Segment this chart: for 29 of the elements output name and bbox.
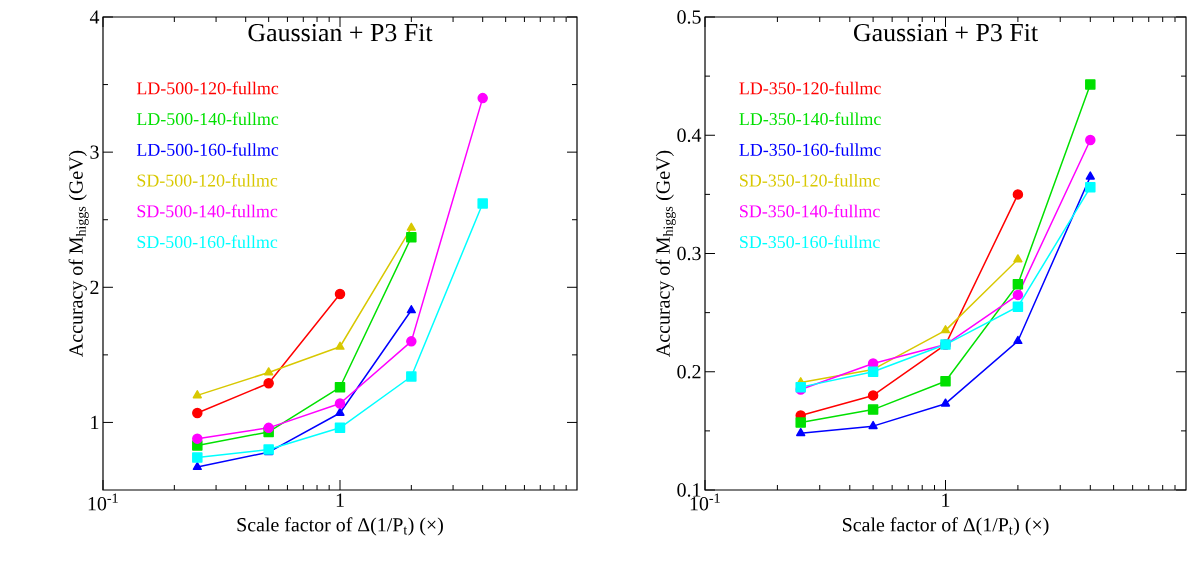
y-axis-title: Accuracy of M$_{higgs}$ (GeV) bbox=[68, 150, 89, 357]
text: SD-500-160-fullmc bbox=[137, 235, 278, 249]
y-tick-label: 3 bbox=[90, 145, 99, 159]
x-tick-label: 10$^{-1}$ bbox=[88, 493, 118, 511]
y-tick-label: 0.2 bbox=[677, 364, 701, 379]
text: LD-350-140-fullmc bbox=[739, 112, 881, 126]
y-tick-label: 2 bbox=[90, 280, 99, 294]
text: SD-350-120-fullmc bbox=[740, 173, 880, 187]
text: SD-350-160-fullmc bbox=[740, 235, 880, 249]
text: LD-350-120-fullmc bbox=[739, 81, 881, 95]
text: LD-350-160-fullmc bbox=[739, 143, 881, 156]
text: LD-500-160-fullmc bbox=[136, 143, 279, 156]
text: SD-350-140-fullmc bbox=[740, 204, 880, 218]
x-tick-label: 1 bbox=[336, 493, 344, 507]
text: LD-500-140-fullmc bbox=[136, 112, 279, 126]
x-axis-title: Scale factor of Δ(1/P$_{t}$) (×) bbox=[843, 517, 1049, 536]
text: SD-500-120-fullmc bbox=[137, 173, 278, 187]
y-tick-label: 0.4 bbox=[677, 128, 702, 143]
text: SD-500-140-fullmc bbox=[137, 204, 278, 218]
text: LD-500-120-fullmc bbox=[136, 81, 279, 95]
y-tick-label: 0.5 bbox=[677, 10, 701, 24]
chart-title: Gaussian + P3 Fit bbox=[853, 23, 1038, 42]
x-tick-label: 1 bbox=[942, 493, 950, 507]
y-axis-title: Accuracy of M$_{higgs}$ (GeV) bbox=[655, 150, 676, 357]
y-tick-label: 0.3 bbox=[677, 246, 701, 261]
y-tick-label: 1 bbox=[91, 415, 99, 430]
y-tick-label: 4 bbox=[89, 10, 100, 24]
x-axis-title: Scale factor of Δ(1/P$_{t}$) (×) bbox=[237, 517, 443, 536]
chart-title: Gaussian + P3 Fit bbox=[248, 23, 433, 42]
